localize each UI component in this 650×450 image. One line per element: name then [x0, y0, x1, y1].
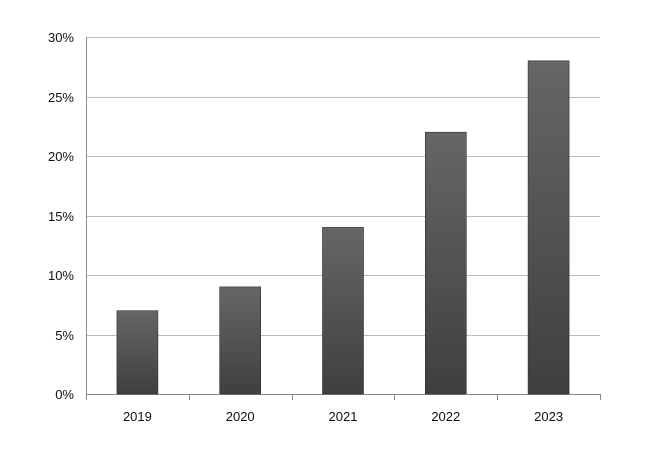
x-tick-label: 2021 — [329, 409, 358, 424]
axes — [86, 37, 601, 400]
y-tick-label: 0% — [55, 387, 74, 402]
bar-2019 — [116, 310, 159, 395]
bar-2021 — [322, 227, 364, 395]
y-tick-label: 10% — [48, 268, 74, 283]
x-tick-label: 2023 — [534, 409, 563, 424]
y-tick-label: 25% — [48, 90, 74, 105]
y-tick-label: 30% — [48, 30, 74, 45]
y-tick-label: 15% — [48, 209, 74, 224]
y-tick-label: 20% — [48, 149, 74, 164]
bar-2023 — [527, 60, 570, 395]
bars — [116, 60, 570, 395]
y-tick-label: 5% — [55, 328, 74, 343]
bar-2020 — [219, 286, 261, 395]
x-tick-label: 2019 — [123, 409, 152, 424]
x-tick-label: 2020 — [226, 409, 255, 424]
tick-labels: 0% 5% 10% 15% 20% 25% 30% 2019 2020 2021 2022 2023 — [48, 30, 563, 424]
x-tick-label: 2022 — [431, 409, 460, 424]
bar-2022 — [424, 131, 467, 395]
